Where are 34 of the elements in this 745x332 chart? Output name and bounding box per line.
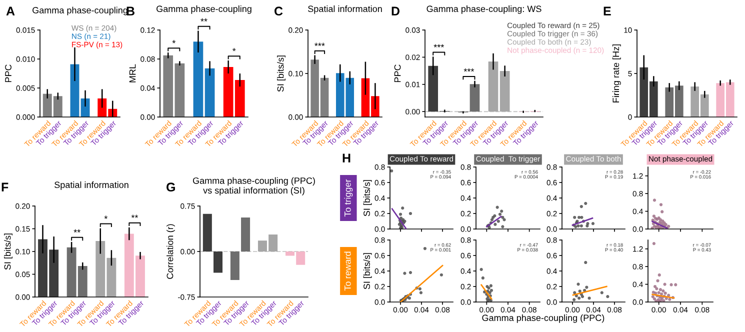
chart-title: Gamma phase-coupling: WS [426, 5, 542, 14]
y-axis-title: SI [bits/s] [277, 56, 286, 92]
annotation: ** [74, 229, 80, 232]
text: A [6, 6, 15, 16]
y-axis-title: MRL [129, 64, 136, 82]
text: H [342, 154, 350, 162]
chart-title: Gamma phase-coupling [156, 5, 252, 14]
chart-title: Spatial information [54, 181, 128, 190]
annotation: ** [131, 214, 138, 218]
text: G [166, 182, 175, 192]
text: To trigger [344, 179, 353, 217]
annotation: * [104, 216, 108, 219]
text: D [392, 6, 400, 16]
y-axis-title: Firing rate [Hz] [612, 44, 621, 102]
text: C [274, 6, 283, 16]
x-axis-title: Gamma phase-coupling (PPC) [482, 314, 604, 323]
y-axis-title: SI [bits/s] [363, 180, 372, 216]
y-axis-title: SI [bits/s] [4, 234, 12, 270]
y-axis-title: PPC [5, 64, 12, 82]
chart-title: Gamma phase-coupling (PPC) vs spatial information (SI) [192, 177, 315, 196]
annotation: *** [464, 68, 474, 72]
text: B [126, 6, 134, 16]
y-axis-title: Correlation (r) [166, 224, 175, 279]
annotation: *** [314, 42, 325, 46]
y-axis-title: SI [bits/s] [363, 253, 372, 290]
chart-title: Gamma phase-coupling [32, 6, 128, 16]
text: F [2, 182, 8, 192]
chart-title: Spatial information [308, 5, 382, 14]
text: ** [200, 18, 208, 22]
y-axis-title: PPC [394, 64, 401, 82]
annotation: *** [434, 44, 444, 48]
annotation: * [232, 48, 236, 52]
text: E [604, 6, 611, 16]
annotation: * [172, 40, 176, 44]
